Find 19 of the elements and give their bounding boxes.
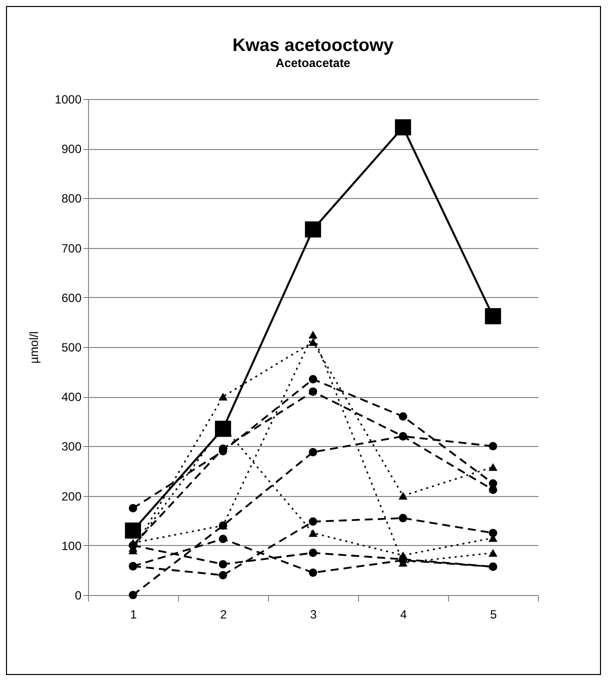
x-tick-label: 5 bbox=[490, 608, 498, 622]
y-tick-label: 300 bbox=[61, 440, 82, 454]
chart-title: Kwas acetooctowy bbox=[232, 35, 394, 55]
y-tick-label: 500 bbox=[61, 340, 82, 354]
y-tick-label: 1000 bbox=[54, 92, 82, 106]
y-tick-label: 900 bbox=[61, 142, 82, 156]
y-tick-label: 600 bbox=[61, 290, 82, 305]
y-tick-label: 800 bbox=[61, 192, 82, 206]
x-tick-label: 4 bbox=[400, 608, 408, 622]
y-tick-label: 700 bbox=[61, 241, 82, 256]
y-tick-label: 100 bbox=[61, 538, 82, 553]
y-tick-label: 400 bbox=[61, 390, 82, 404]
chart-subtitle: Acetoacetate bbox=[276, 56, 351, 70]
x-tick-label: 3 bbox=[310, 608, 318, 622]
x-tick-label: 2 bbox=[220, 608, 228, 622]
y-tick-label: 0 bbox=[74, 588, 82, 602]
x-tick-label: 1 bbox=[130, 608, 138, 622]
y-tick-label: 200 bbox=[61, 489, 82, 504]
y-axis-title: µmol/l bbox=[26, 331, 41, 364]
